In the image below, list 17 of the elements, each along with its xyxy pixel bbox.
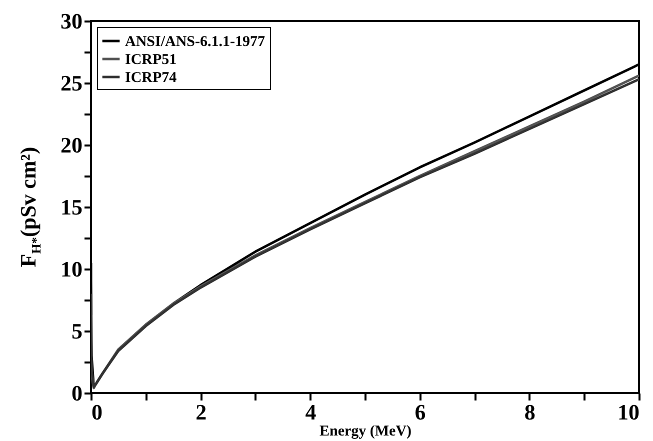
x-tick-label: 6 (414, 400, 426, 424)
x-tick-label: 8 (524, 400, 536, 424)
y-tick-label: 10 (60, 256, 82, 282)
y-tick-label: 0 (72, 380, 82, 406)
x-tick-label: 10 (618, 400, 640, 424)
legend-label: ICRP51 (125, 52, 177, 68)
y-tick-label: 5 (72, 318, 82, 344)
x-axis-title: Energy (MeV) (319, 424, 412, 440)
x-tick-label: 4 (305, 400, 316, 424)
y-tick-label: 25 (60, 70, 82, 96)
legend-label: ANSI/ANS-6.1.1-1977 (125, 34, 266, 50)
legend-label: ICRP74 (125, 70, 178, 86)
x-tick-label: 0 (92, 400, 102, 424)
y-tick-label: 20 (60, 132, 82, 158)
x-tick-label: 2 (196, 400, 207, 424)
y-tick-label: 30 (60, 8, 82, 34)
y-tick-label: 15 (60, 194, 82, 220)
